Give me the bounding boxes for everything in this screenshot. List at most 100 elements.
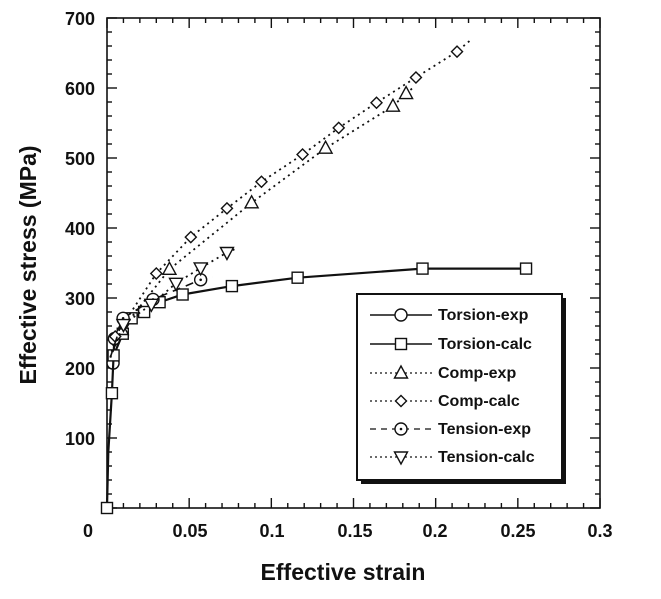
- series-comp-calc: [108, 38, 473, 358]
- series-tension-calc: [109, 246, 236, 358]
- square-marker: [225, 279, 239, 293]
- diamond-marker: [370, 96, 383, 110]
- series-line: [109, 38, 473, 358]
- legend-label: Torsion-exp: [438, 307, 529, 324]
- square-marker: [394, 337, 408, 351]
- x-axis-title: Effective strain: [261, 559, 426, 585]
- legend: Torsion-exp Torsion-calc Comp-exp Comp-c…: [356, 293, 566, 484]
- data-point: [220, 201, 234, 215]
- data-point: [219, 246, 235, 261]
- triangle-up-marker: [398, 85, 414, 100]
- diamond-marker: [220, 201, 234, 215]
- x-tick-label: 0.25: [500, 521, 535, 541]
- x-tick-label: 0.3: [587, 521, 612, 541]
- data-point: [385, 97, 401, 112]
- x-tick-label: 0.15: [337, 521, 372, 541]
- triangle-down-marker: [219, 246, 235, 261]
- y-tick-label: 100: [65, 429, 95, 449]
- x-tick-label: 0.1: [259, 521, 284, 541]
- triangle-down-marker: [393, 451, 409, 466]
- square-marker: [519, 262, 533, 275]
- data-point: [291, 271, 304, 284]
- y-axis-title: Effective stress (MPa): [15, 145, 41, 384]
- data-point: [143, 298, 160, 313]
- legend-label: Tension-calc: [438, 449, 535, 466]
- diamond-marker: [296, 148, 310, 161]
- series-line: [109, 248, 236, 358]
- y-tick-label: 400: [65, 219, 95, 239]
- square-marker: [105, 387, 119, 400]
- diamond-marker: [332, 121, 346, 135]
- data-point: [409, 71, 423, 84]
- data-point: [176, 288, 189, 301]
- legend-marker: [393, 364, 409, 379]
- diamond-marker: [409, 71, 423, 84]
- triangle-up-marker: [385, 97, 401, 112]
- square-marker: [107, 349, 120, 362]
- diamond-marker: [149, 267, 163, 280]
- series-layer: [100, 38, 533, 515]
- legend-marker: [393, 451, 409, 466]
- dot-marker: [199, 278, 202, 282]
- data-point: [370, 96, 383, 110]
- legend-label: Torsion-calc: [438, 336, 532, 353]
- dot-marker: [399, 427, 403, 431]
- x-tick-label: 0.05: [172, 521, 207, 541]
- data-point: [161, 260, 178, 275]
- data-point: [184, 230, 198, 244]
- data-point: [149, 267, 163, 280]
- diamond-marker: [450, 45, 464, 59]
- data-point: [100, 501, 114, 515]
- legend-box: [356, 293, 563, 481]
- data-point: [107, 349, 120, 362]
- legend-marker: [394, 422, 408, 436]
- diamond-marker: [394, 394, 408, 408]
- data-point: [243, 194, 260, 209]
- data-point: [450, 45, 464, 59]
- y-tick-label: 600: [65, 79, 95, 99]
- data-point: [332, 121, 346, 135]
- data-point: [115, 318, 132, 334]
- triangle-up-marker: [317, 139, 334, 154]
- circle-marker: [394, 308, 408, 322]
- y-tick-label: 300: [65, 289, 95, 309]
- legend-label: Comp-calc: [438, 393, 520, 410]
- diamond-marker: [254, 175, 268, 189]
- data-point: [398, 85, 414, 100]
- x-tick-label: 0: [83, 521, 93, 541]
- data-point: [225, 279, 239, 293]
- square-marker: [291, 271, 304, 284]
- triangle-up-marker: [161, 260, 178, 275]
- legend-marker: [394, 337, 408, 351]
- square-marker: [176, 288, 189, 301]
- data-point: [416, 262, 429, 275]
- triangle-down-marker: [143, 298, 160, 313]
- triangle-down-marker: [168, 277, 184, 292]
- square-marker: [137, 305, 151, 319]
- data-point: [296, 148, 310, 161]
- data-point: [168, 277, 184, 292]
- x-tick-label: 0.2: [422, 521, 447, 541]
- legend-label: Tension-exp: [438, 421, 531, 438]
- square-marker: [100, 501, 114, 515]
- legend-marker: [394, 394, 408, 408]
- triangle-up-marker: [243, 194, 260, 209]
- legend-marker: [394, 308, 408, 322]
- triangle-down-marker: [115, 318, 132, 334]
- data-point: [192, 262, 209, 277]
- data-point: [137, 305, 151, 319]
- triangle-up-marker: [393, 364, 409, 379]
- y-tick-label: 200: [65, 359, 95, 379]
- y-tick-label: 700: [65, 9, 95, 29]
- diamond-marker: [184, 230, 198, 244]
- legend-label: Comp-exp: [438, 365, 516, 382]
- y-tick-label: 500: [65, 149, 95, 169]
- data-point: [254, 175, 268, 189]
- data-point: [519, 262, 533, 275]
- data-point: [105, 387, 119, 400]
- data-point: [317, 139, 334, 154]
- triangle-down-marker: [192, 262, 209, 277]
- series-tension-exp: [109, 273, 213, 358]
- square-marker: [416, 262, 429, 275]
